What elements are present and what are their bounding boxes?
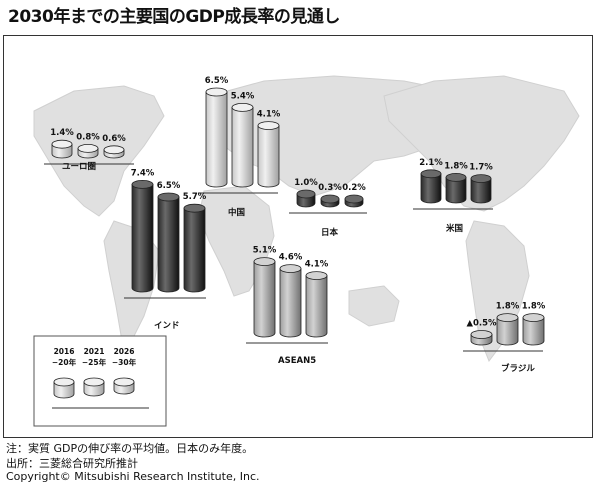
legend-label-2-1: −30年 xyxy=(112,357,137,367)
data-label-4-0: 2.1% xyxy=(419,158,443,168)
data-label-2-2: 5.7% xyxy=(183,192,207,202)
region-0: 1.4% 0.8% 0.6% ユーロ圏 xyxy=(44,128,134,172)
legend: 2016−20年 2021−25年 2026−30年 xyxy=(33,335,167,427)
bar-3-2 xyxy=(344,194,364,208)
data-label-5-1: 4.6% xyxy=(279,253,303,263)
bar-0-1 xyxy=(77,144,99,159)
legend-label-1-1: −25年 xyxy=(82,357,107,367)
bar-4-2 xyxy=(470,174,492,204)
map-land-0 xyxy=(33,85,165,217)
bar-5-0 xyxy=(253,257,276,338)
map-land-5 xyxy=(383,75,580,212)
bar-4-1 xyxy=(445,172,467,204)
bar-6-0 xyxy=(470,330,493,346)
note-text: 注：実質 GDPの伸び率の平均値。日本のみ年度。 xyxy=(6,442,254,455)
data-label-5-0: 5.1% xyxy=(253,246,277,256)
data-label-5-2: 4.1% xyxy=(305,260,329,270)
bar-1-1 xyxy=(231,103,254,188)
bar-0-2 xyxy=(103,145,125,159)
bar-3-1 xyxy=(320,194,340,208)
copyright-text: Copyright© Mitsubishi Research Institute… xyxy=(6,470,260,483)
data-label-1-0: 6.5% xyxy=(205,76,229,86)
region-2: 7.4%6.5%5.7% インド xyxy=(124,168,207,331)
bar-6-1 xyxy=(496,313,519,346)
bar-5-2 xyxy=(305,271,328,338)
source-text: 出所：三菱総合研究所推計 xyxy=(6,457,138,470)
bar-2-0 xyxy=(131,179,154,293)
bar-1-0 xyxy=(205,87,228,188)
bar-2-2 xyxy=(183,203,206,293)
region-name-1: 中国 xyxy=(228,207,245,218)
legend-swatch-1 xyxy=(83,377,105,397)
data-label-3-0: 1.0% xyxy=(294,178,318,188)
legend-swatch-2 xyxy=(113,377,135,395)
region-3: 1.0% 0.3% 0.2% 日本 xyxy=(289,178,367,238)
bar-0-0 xyxy=(51,139,73,159)
data-label-2-1: 6.5% xyxy=(157,181,181,191)
legend-swatch-0 xyxy=(53,377,75,399)
bar-6-2 xyxy=(522,313,545,346)
bar-1-2 xyxy=(257,121,280,188)
bar-2-1 xyxy=(157,192,180,293)
region-name-6: ブラジル xyxy=(501,363,535,374)
map-land-4 xyxy=(348,285,400,327)
bar-5-1 xyxy=(279,264,302,338)
region-6: ▲0.5% 1.8% 1.8% ブラジル xyxy=(463,302,546,374)
region-1: 6.5%5.4%4.1% 中国 xyxy=(198,76,281,218)
data-label-1-1: 5.4% xyxy=(231,91,255,101)
legend-label-0-0: 2016 xyxy=(54,347,75,356)
data-label-6-2: 1.8% xyxy=(522,302,546,312)
gdp-growth-chart: 1.4% 0.8% 0.6%ユーロ圏6.5%5.4%4.1%中国7.4%6.5%5.… xyxy=(33,75,580,427)
data-label-3-1: 0.3% xyxy=(318,183,342,193)
region-5: 5.1%4.6%4.1% ASEAN5 xyxy=(246,246,329,366)
data-label-0-2: 0.6% xyxy=(102,134,126,144)
data-label-0-1: 0.8% xyxy=(76,132,100,142)
region-name-0: ユーロ圏 xyxy=(62,162,96,172)
region-4: 2.1% 1.8% 1.7% 米国 xyxy=(413,158,493,234)
data-label-4-2: 1.7% xyxy=(469,163,493,173)
bar-groups: 1.4% 0.8% 0.6%ユーロ圏6.5%5.4%4.1%中国7.4%6.5%5.… xyxy=(44,76,546,374)
region-name-2: インド xyxy=(154,321,180,331)
region-name-4: 米国 xyxy=(446,223,463,234)
chart-frame: 1.4% 0.8% 0.6% ユーロ圏 6.5% 5.4% 4.1% 中国 7.4% 6.5% 5.… xyxy=(3,35,593,438)
legend-label-0-1: −20年 xyxy=(52,357,77,367)
data-label-3-2: 0.2% xyxy=(342,183,366,193)
bar-4-0 xyxy=(420,169,442,204)
data-label-6-0: ▲0.5% xyxy=(466,319,497,329)
data-label-6-1: 1.8% xyxy=(496,302,520,312)
page-title: 2030年までの主要国のGDP成長率の見通し xyxy=(8,7,340,27)
data-label-1-2: 4.1% xyxy=(257,110,281,120)
bar-3-0 xyxy=(296,189,316,208)
legend-label-1-0: 2021 xyxy=(84,347,105,356)
region-name-3: 日本 xyxy=(321,227,339,238)
region-name-5: ASEAN5 xyxy=(278,356,316,366)
data-label-2-0: 7.4% xyxy=(131,168,155,178)
data-label-4-1: 1.8% xyxy=(444,161,468,171)
legend-label-2-0: 2026 xyxy=(114,347,135,356)
data-label-0-0: 1.4% xyxy=(50,128,74,138)
